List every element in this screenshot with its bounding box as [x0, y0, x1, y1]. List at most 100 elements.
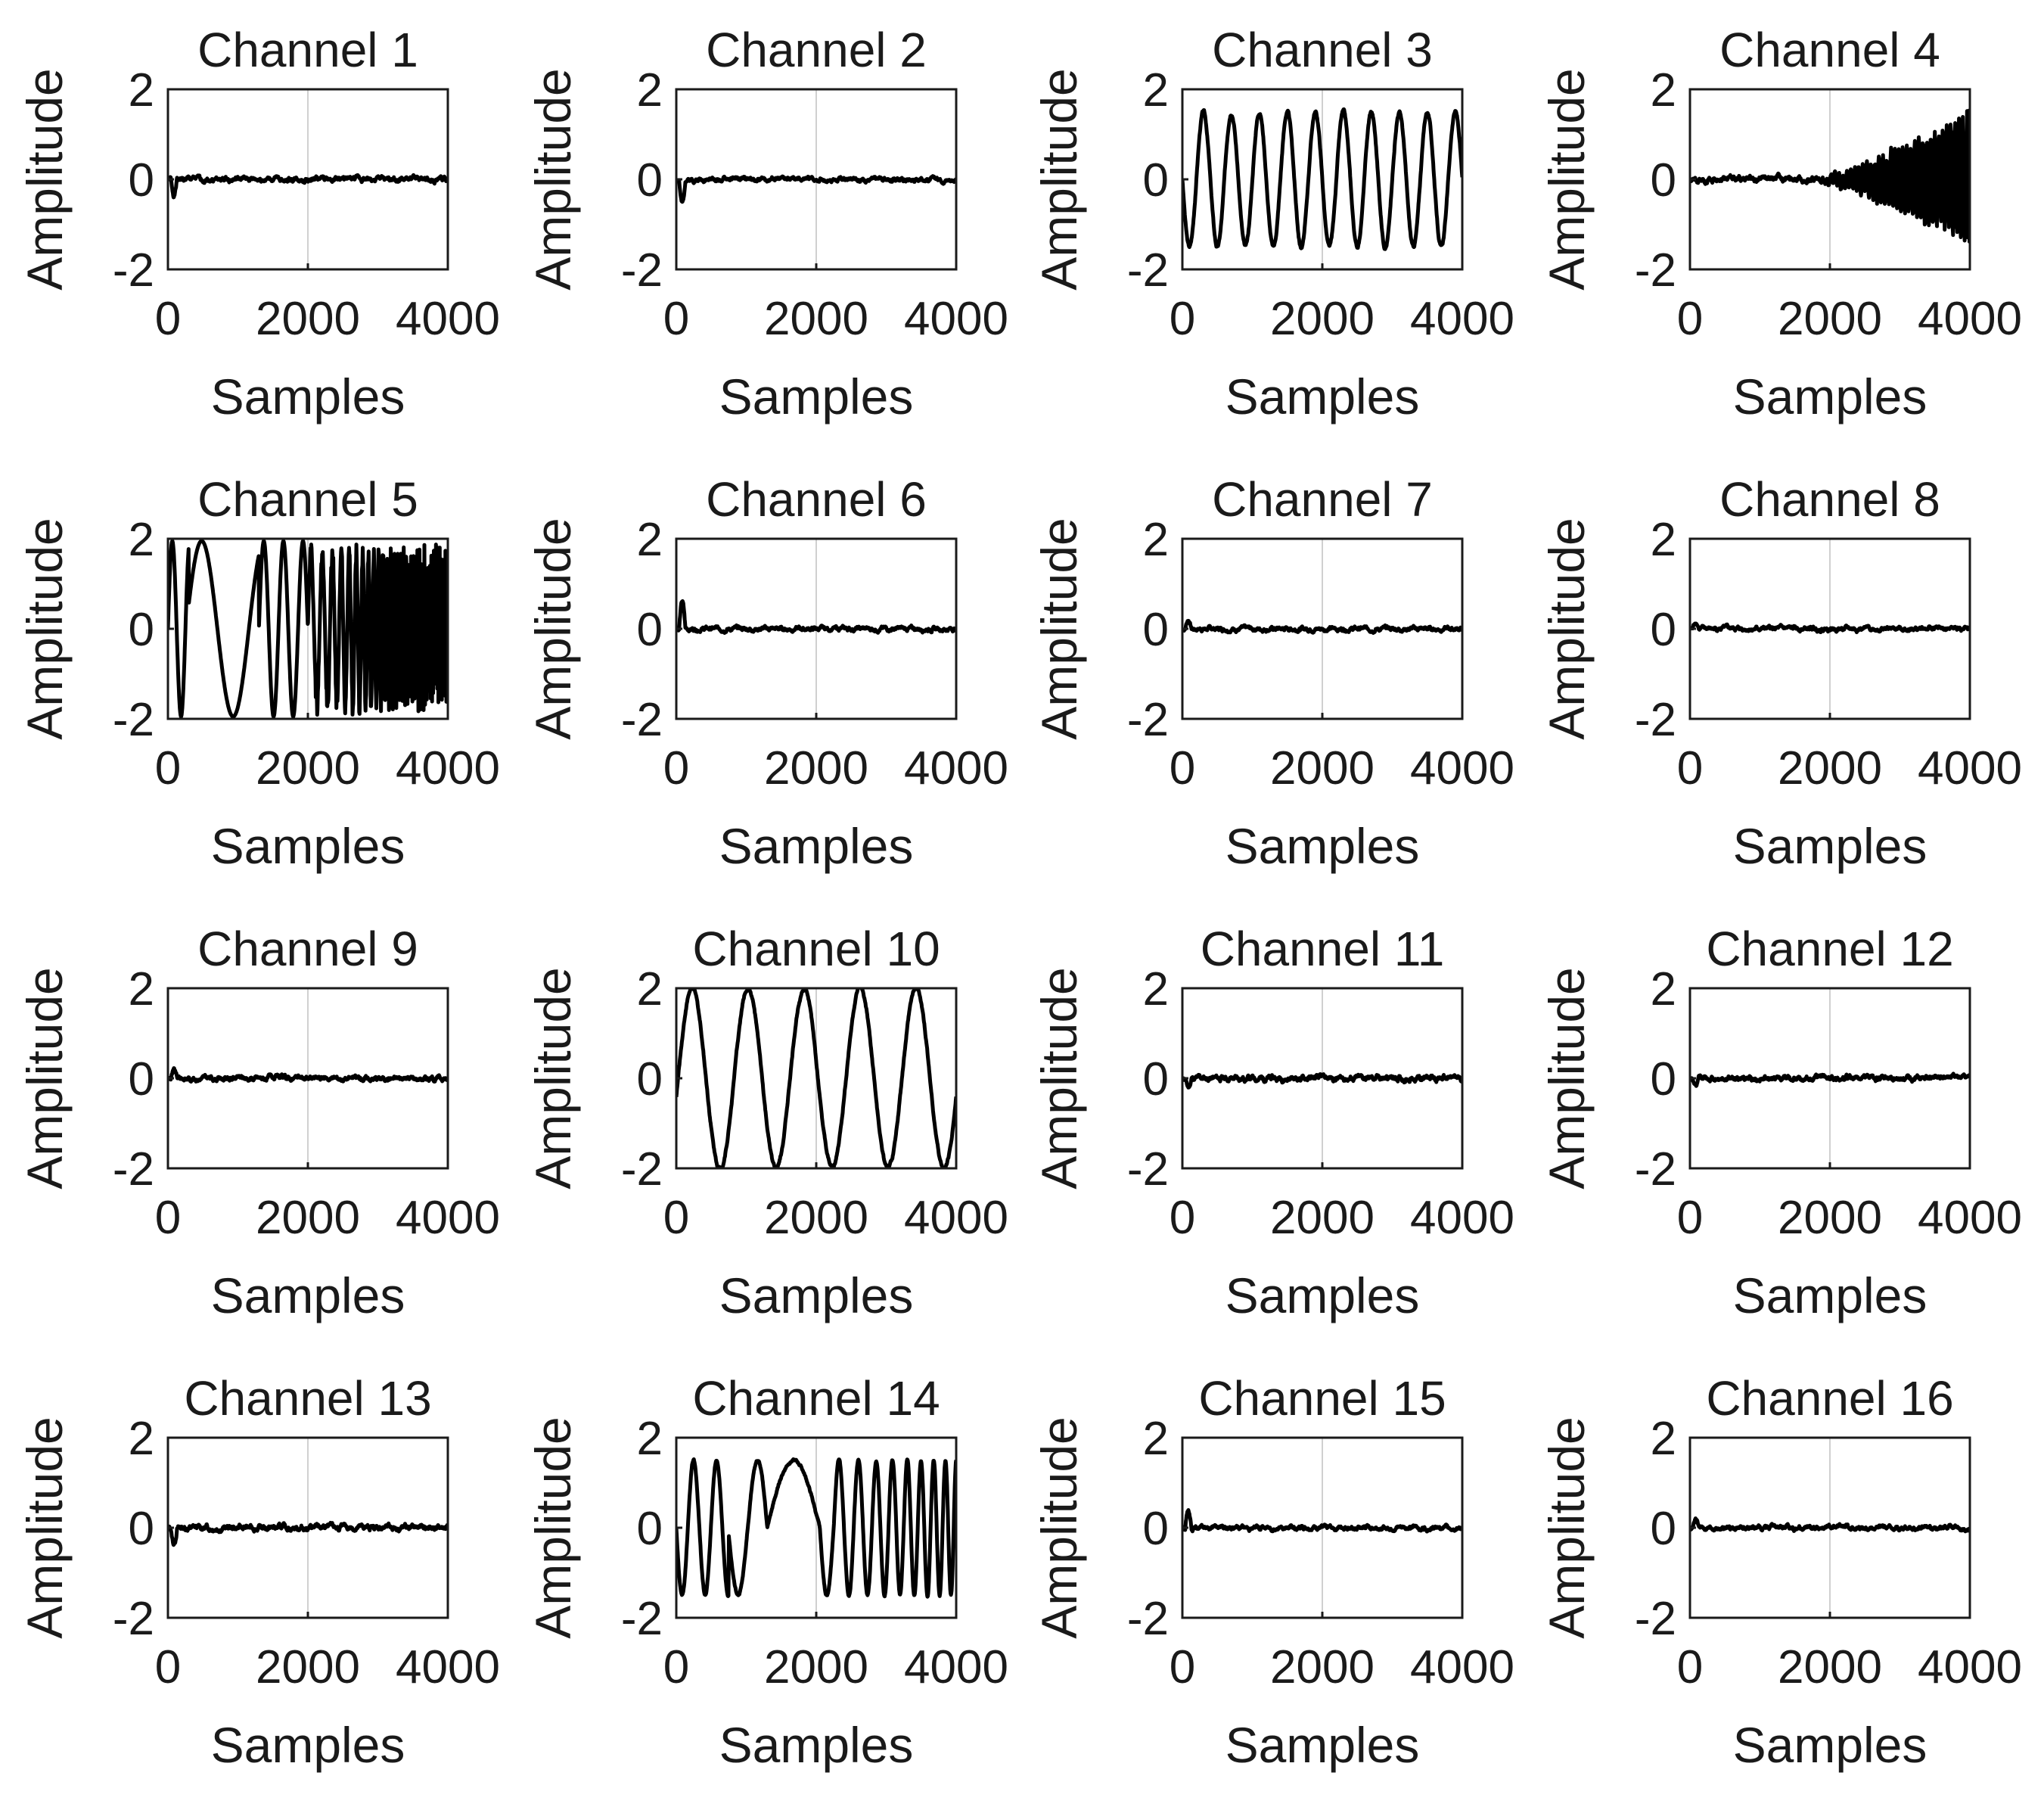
x-tick-label: 4000 — [396, 1192, 500, 1244]
y-tick-label: 2 — [637, 64, 663, 117]
x-tick-label: 0 — [1170, 742, 1195, 795]
signal-line — [1690, 1071, 1970, 1088]
x-axis-label: Samples — [1733, 818, 1928, 874]
y-tick-label: -2 — [1127, 1593, 1169, 1645]
y-axis-label: Amplitude — [525, 1417, 581, 1639]
signal-line — [1182, 107, 1462, 251]
x-tick-label: 2000 — [1778, 1641, 1882, 1693]
y-axis-label: Amplitude — [1031, 518, 1087, 740]
x-tick-label: 2000 — [256, 742, 360, 795]
y-tick-label: 2 — [129, 1413, 154, 1465]
y-tick-label: 2 — [129, 64, 154, 117]
y-axis-label: Amplitude — [1539, 967, 1595, 1189]
y-tick-label: 2 — [1143, 514, 1169, 566]
y-tick-label: 2 — [1651, 1413, 1676, 1465]
x-tick-label: 4000 — [1918, 1192, 2022, 1244]
y-tick-label: 2 — [1143, 1413, 1169, 1465]
chart-title: Channel 4 — [1719, 23, 1940, 77]
y-tick-label: 0 — [637, 1053, 663, 1106]
x-tick-label: 0 — [663, 742, 689, 795]
y-axis-label: Amplitude — [1539, 68, 1595, 291]
x-tick-label: 4000 — [1918, 293, 2022, 345]
y-tick-label: 2 — [129, 514, 154, 566]
y-axis-label: Amplitude — [1539, 1417, 1595, 1639]
chart-title: Channel 7 — [1212, 472, 1433, 527]
x-axis-label: Samples — [211, 1267, 405, 1323]
y-tick-label: 0 — [637, 1503, 663, 1555]
chart-title: Channel 11 — [1201, 922, 1445, 976]
y-tick-label: -2 — [1127, 1143, 1169, 1196]
x-axis-label: Samples — [719, 369, 914, 424]
x-tick-label: 4000 — [1410, 293, 1514, 345]
x-tick-label: 0 — [155, 1192, 181, 1244]
x-tick-label: 0 — [155, 1641, 181, 1693]
y-tick-label: 0 — [1143, 1053, 1169, 1106]
chart-title: Channel 1 — [197, 23, 418, 77]
chart-title: Channel 5 — [197, 472, 418, 527]
x-axis-label: Samples — [211, 369, 405, 424]
x-tick-label: 4000 — [1410, 1192, 1514, 1244]
x-tick-label: 2000 — [256, 1641, 360, 1693]
chart-title: Channel 2 — [706, 23, 927, 77]
y-tick-label: -2 — [1635, 244, 1676, 297]
y-tick-label: -2 — [1635, 1143, 1676, 1196]
signal-line — [168, 173, 448, 200]
x-tick-label: 0 — [663, 293, 689, 345]
x-axis-label: Samples — [719, 818, 914, 874]
y-tick-label: 0 — [129, 604, 154, 656]
y-axis-label: Amplitude — [1539, 518, 1595, 740]
y-axis-label: Amplitude — [17, 518, 73, 740]
y-tick-label: 2 — [1651, 64, 1676, 117]
x-tick-label: 4000 — [1410, 1641, 1514, 1693]
signal-line — [168, 1066, 448, 1084]
x-tick-label: 4000 — [1918, 1641, 2022, 1693]
x-tick-label: 0 — [1677, 293, 1703, 345]
chart-title: Channel 16 — [1706, 1371, 1953, 1426]
x-axis-label: Samples — [211, 1717, 405, 1773]
x-tick-label: 2000 — [256, 1192, 360, 1244]
signal-line — [676, 1457, 956, 1599]
signal-line — [168, 1520, 448, 1547]
y-tick-label: 2 — [637, 963, 663, 1015]
y-tick-label: -2 — [1127, 244, 1169, 297]
y-axis-label: Amplitude — [1031, 967, 1087, 1189]
x-tick-label: 4000 — [396, 742, 500, 795]
chart-title: Channel 8 — [1719, 472, 1940, 527]
x-tick-label: 0 — [1677, 1641, 1703, 1693]
x-tick-label: 2000 — [1778, 742, 1882, 795]
x-axis-label: Samples — [1733, 1717, 1928, 1773]
x-tick-label: 2000 — [1778, 1192, 1882, 1244]
x-tick-label: 0 — [1170, 1641, 1195, 1693]
x-axis-label: Samples — [719, 1717, 914, 1773]
chart-title: Channel 9 — [197, 922, 418, 976]
y-axis-label: Amplitude — [17, 1417, 73, 1639]
x-tick-label: 0 — [155, 293, 181, 345]
y-tick-label: -2 — [621, 694, 663, 746]
y-tick-label: -2 — [621, 244, 663, 297]
x-tick-label: 0 — [1677, 742, 1703, 795]
chart-title: Channel 13 — [184, 1371, 431, 1426]
x-tick-label: 0 — [663, 1641, 689, 1693]
x-tick-label: 4000 — [904, 742, 1008, 795]
x-tick-label: 4000 — [1410, 742, 1514, 795]
x-tick-label: 4000 — [396, 1641, 500, 1693]
signal-line — [1182, 1072, 1462, 1090]
y-axis-label: Amplitude — [525, 518, 581, 740]
y-tick-label: 2 — [1143, 64, 1169, 117]
y-tick-label: 2 — [1651, 514, 1676, 566]
signal-line — [1690, 621, 1970, 635]
x-axis-label: Samples — [1225, 1267, 1420, 1323]
x-tick-label: 0 — [155, 742, 181, 795]
x-axis-label: Samples — [1225, 818, 1420, 874]
y-tick-label: -2 — [1127, 694, 1169, 746]
y-tick-label: 0 — [1651, 154, 1676, 207]
